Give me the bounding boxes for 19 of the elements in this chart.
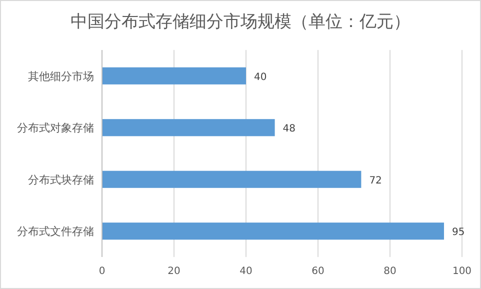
data-label: 40 bbox=[254, 72, 267, 83]
bar bbox=[102, 119, 275, 136]
x-tick-label: 40 bbox=[240, 266, 252, 277]
chart-title: 中国分布式存储细分市场规模（单位：亿元） bbox=[70, 12, 410, 32]
data-label: 95 bbox=[452, 227, 465, 238]
x-tick-label: 60 bbox=[312, 266, 324, 277]
x-tick-label: 100 bbox=[452, 266, 472, 277]
y-tick-label: 分布式文件存储 bbox=[17, 225, 94, 238]
y-tick-label: 分布式对象存储 bbox=[17, 122, 94, 135]
y-tick-label: 分布式块存储 bbox=[28, 173, 94, 186]
data-label: 48 bbox=[282, 124, 296, 135]
y-tick-label: 其他细分市场 bbox=[28, 70, 94, 83]
bar bbox=[102, 67, 246, 84]
data-label: 72 bbox=[369, 175, 382, 186]
bar bbox=[102, 222, 444, 240]
bar bbox=[102, 170, 362, 188]
x-tick-label: 80 bbox=[384, 266, 396, 277]
x-tick-label: 0 bbox=[98, 266, 106, 277]
x-tick-label: 20 bbox=[168, 266, 180, 277]
